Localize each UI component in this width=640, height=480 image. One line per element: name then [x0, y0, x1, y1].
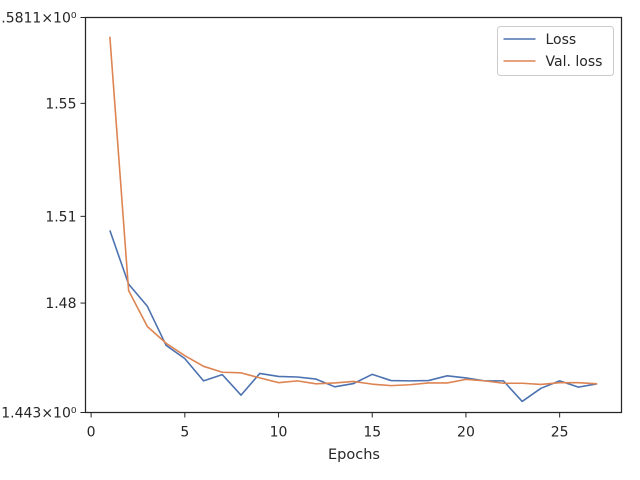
x-tick-label: 10 — [270, 425, 288, 441]
x-tick-label: 25 — [551, 425, 569, 441]
x-axis-label: Epochs — [328, 447, 380, 463]
legend: Loss Val. loss — [497, 26, 614, 76]
x-tick-label: 5 — [180, 425, 189, 441]
y-tick-label: 1.55 — [45, 96, 76, 112]
x-tick-label: 15 — [363, 425, 381, 441]
legend-label-1: Loss — [546, 32, 577, 48]
y-tick-label: 1.48 — [45, 296, 76, 312]
series-line-1 — [109, 230, 598, 403]
x-tick-label: 20 — [457, 425, 475, 441]
y-tick-label: 1.5811×10⁰ — [0, 11, 77, 27]
series-line-2 — [109, 36, 598, 387]
y-tick-label: 1.51 — [45, 209, 76, 225]
y-tick-label: 1.443×10⁰ — [1, 406, 77, 422]
plot-frame — [84, 16, 623, 414]
axis-ticks: 0 5 10 15 20 25 1.443×10⁰ 1.48 1.51 1.55 1.5811×10… — [0, 11, 569, 441]
x-tick-label: 0 — [87, 425, 96, 441]
series-lines — [109, 36, 598, 403]
legend-label-2: Val. loss — [546, 54, 603, 70]
